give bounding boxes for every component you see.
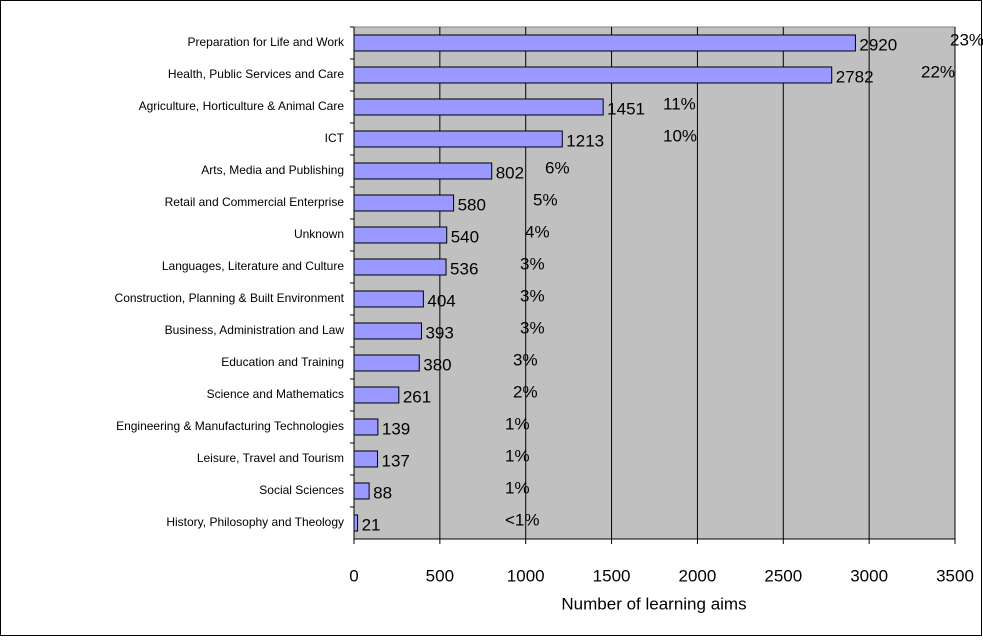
y-tick-label: Business, Administration and Law [165, 323, 345, 337]
data-label: 88 [373, 483, 392, 502]
y-tick-label: Agriculture, Horticulture & Animal Care [139, 99, 345, 113]
percent-label: 5% [533, 190, 558, 209]
bar [353, 418, 379, 436]
bar [353, 290, 424, 308]
percent-label: 3% [520, 286, 545, 305]
data-label: 536 [450, 259, 478, 278]
data-label: 540 [451, 227, 479, 246]
percent-label: 10% [663, 126, 697, 145]
bar [353, 130, 563, 148]
bar [353, 194, 455, 212]
y-tick-label: Education and Training [221, 355, 344, 369]
bar [353, 162, 493, 180]
percent-label: 22% [921, 62, 955, 81]
bar [353, 514, 359, 532]
percent-label: 3% [513, 350, 538, 369]
y-tick-label: History, Philosophy and Theology [166, 515, 344, 529]
data-label: 380 [423, 355, 451, 374]
data-label: 802 [496, 163, 524, 182]
y-tick-label: Arts, Media and Publishing [201, 163, 344, 177]
data-label: 393 [425, 323, 453, 342]
x-tick-label: 1000 [507, 566, 545, 585]
x-tick-label: 500 [426, 566, 454, 585]
data-label: 1451 [607, 99, 645, 118]
data-label: 2920 [859, 35, 897, 54]
y-tick-label: Preparation for Life and Work [187, 35, 345, 49]
data-label: 1213 [566, 131, 604, 150]
y-tick-label: Retail and Commercial Enterprise [165, 195, 345, 209]
bar [353, 226, 448, 244]
data-label: 137 [382, 451, 410, 470]
percent-label: 3% [520, 318, 545, 337]
percent-label: 1% [505, 446, 530, 465]
x-tick-label: 0 [349, 566, 358, 585]
percent-label: 6% [545, 158, 570, 177]
bar [353, 34, 856, 52]
data-label: 261 [403, 387, 431, 406]
bar [353, 66, 833, 84]
percent-label: 4% [525, 222, 550, 241]
data-label: 404 [427, 291, 455, 310]
data-label: 21 [362, 515, 381, 534]
percent-label: 3% [520, 254, 545, 273]
x-tick-label: 2000 [679, 566, 717, 585]
data-label: 139 [382, 419, 410, 438]
y-tick-label: Health, Public Services and Care [168, 67, 344, 81]
y-tick-label: ICT [325, 131, 345, 145]
y-tick-label: Unknown [294, 227, 344, 241]
x-tick-label: 3500 [936, 566, 974, 585]
bar [353, 258, 447, 276]
x-tick-label: 3000 [850, 566, 888, 585]
y-tick-label: Engineering & Manufacturing Technologies [116, 419, 344, 433]
y-tick-label: Leisure, Travel and Tourism [197, 451, 344, 465]
bar [353, 354, 420, 372]
x-axis-title: Number of learning aims [561, 594, 746, 613]
percent-label: 23% [950, 30, 983, 49]
percent-label: 1% [505, 478, 530, 497]
bar [353, 322, 422, 340]
bar [353, 482, 370, 500]
y-tick-label: Construction, Planning & Built Environme… [115, 291, 345, 305]
percent-label: 11% [663, 94, 696, 113]
y-tick-label: Social Sciences [259, 483, 344, 497]
bar [353, 98, 604, 116]
data-label: 2782 [836, 67, 874, 86]
percent-label: 1% [505, 414, 530, 433]
y-tick-label: Science and Mathematics [207, 387, 344, 401]
data-label: 580 [458, 195, 486, 214]
x-tick-label: 2500 [764, 566, 802, 585]
x-tick-label: 1500 [593, 566, 631, 585]
percent-label: <1% [505, 510, 540, 529]
bar [353, 450, 379, 468]
y-tick-label: Languages, Literature and Culture [162, 259, 344, 273]
percent-label: 2% [513, 382, 538, 401]
bar [353, 386, 400, 404]
